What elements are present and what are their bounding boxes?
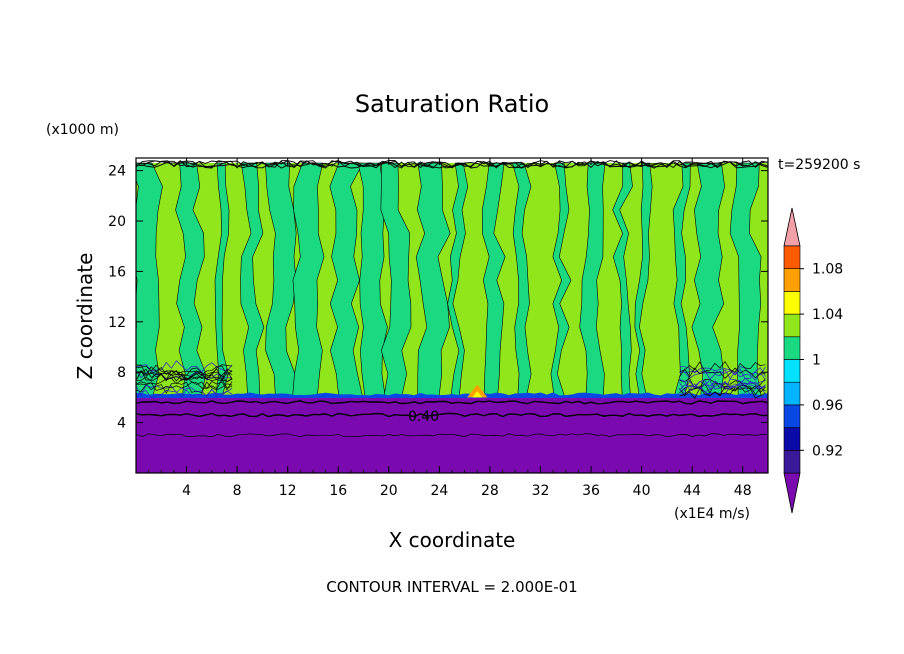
colorbar-swatch	[783, 449, 801, 474]
y-axis-label: Z coordinate	[73, 253, 97, 380]
x-tick-label: 16	[329, 483, 347, 499]
x-unit-label: (x1E4 m/s)	[674, 506, 750, 522]
y-tick-label: 20	[108, 214, 126, 230]
y-tick-label: 16	[108, 264, 126, 280]
transition-band	[136, 392, 768, 399]
dry-layer-contour	[136, 412, 768, 418]
x-tick-label: 40	[633, 483, 651, 499]
top-contour	[136, 160, 768, 169]
y-unit-label: (x1000 m)	[46, 122, 119, 138]
edge-contour	[679, 385, 766, 397]
colorbar-swatch	[783, 268, 801, 292]
colorbar-swatch	[783, 381, 801, 406]
supersaturation-spot-core	[472, 391, 483, 398]
x-tick-label: 20	[380, 483, 398, 499]
colorbar-swatch	[783, 336, 801, 360]
x-axis-label: X coordinate	[389, 528, 516, 552]
y-tick-label: 8	[117, 365, 126, 381]
contour-streak	[292, 162, 325, 398]
dry-layer-field	[136, 397, 768, 473]
chart-title: Saturation Ratio	[355, 90, 549, 118]
supersaturation-spot	[467, 384, 488, 398]
edge-contour	[136, 381, 233, 394]
x-tick-label: 44	[683, 483, 701, 499]
colorbar-tick-label: 1.04	[812, 307, 843, 323]
dry-layer-contour	[136, 400, 768, 405]
contour-streak	[634, 162, 653, 398]
contour-streak	[672, 162, 691, 398]
contour-streak	[136, 162, 163, 398]
colorbar-tick-label: 0.92	[812, 443, 843, 459]
dry-layer-contour	[136, 433, 768, 438]
edge-contour	[679, 369, 766, 381]
colorbar-over-arrow	[783, 207, 801, 247]
colorbar-swatch	[783, 313, 801, 338]
colorbar-tick-label: 1.08	[812, 262, 843, 278]
x-tick-label: 4	[182, 483, 191, 499]
colorbar-swatch	[783, 245, 801, 270]
edge-contour	[136, 381, 233, 391]
x-tick-label: 8	[233, 483, 242, 499]
time-label: t=259200 s	[778, 157, 860, 173]
x-tick-label: 48	[734, 483, 752, 499]
contour-streak	[481, 162, 506, 398]
colorbar-swatch	[783, 427, 801, 451]
edge-contour	[136, 387, 233, 399]
edge-contour	[136, 377, 233, 390]
edge-contour	[679, 384, 766, 396]
contour-label: 0.40	[408, 409, 439, 425]
edge-contour	[679, 378, 766, 391]
y-tick-label: 12	[108, 315, 126, 331]
edge-contour	[136, 368, 233, 381]
edge-contour	[679, 379, 766, 391]
plot-area	[136, 160, 768, 473]
contour-streak	[550, 162, 572, 398]
colorbar-tick-label: 0.96	[812, 398, 843, 414]
edge-contour	[679, 367, 766, 379]
edge-contour	[136, 364, 233, 376]
y-tick-label: 24	[108, 164, 126, 180]
x-tick-label: 12	[279, 483, 297, 499]
edge-contour	[136, 370, 233, 382]
y-axis-ticks: 4 8 12 16 20 24	[108, 164, 768, 432]
y-tick-label: 4	[117, 416, 126, 432]
colorbar-under-arrow	[783, 472, 801, 514]
edge-contour	[679, 380, 766, 393]
x-tick-label: 24	[430, 483, 448, 499]
contour-streak	[512, 162, 532, 398]
x-axis-ticks: 4 8 12 16 20 24 28 32 36 40 44 48	[148, 158, 756, 499]
contour-interval-footer: CONTOUR INTERVAL = 2.000E-01	[326, 578, 577, 596]
colorbar: 0.92 0.96 1 1.04 1.08	[783, 207, 843, 514]
colorbar-swatch	[783, 291, 801, 315]
x-tick-label: 28	[481, 483, 499, 499]
x-tick-label: 32	[532, 483, 550, 499]
colorbar-tick-label: 1	[812, 353, 821, 369]
edge-contour	[136, 364, 233, 376]
x-tick-label: 36	[582, 483, 600, 499]
colorbar-swatch	[783, 359, 801, 383]
edge-contour	[136, 360, 233, 373]
top-contour	[136, 160, 768, 169]
colorbar-swatch	[783, 404, 801, 428]
edge-contour	[136, 384, 233, 397]
